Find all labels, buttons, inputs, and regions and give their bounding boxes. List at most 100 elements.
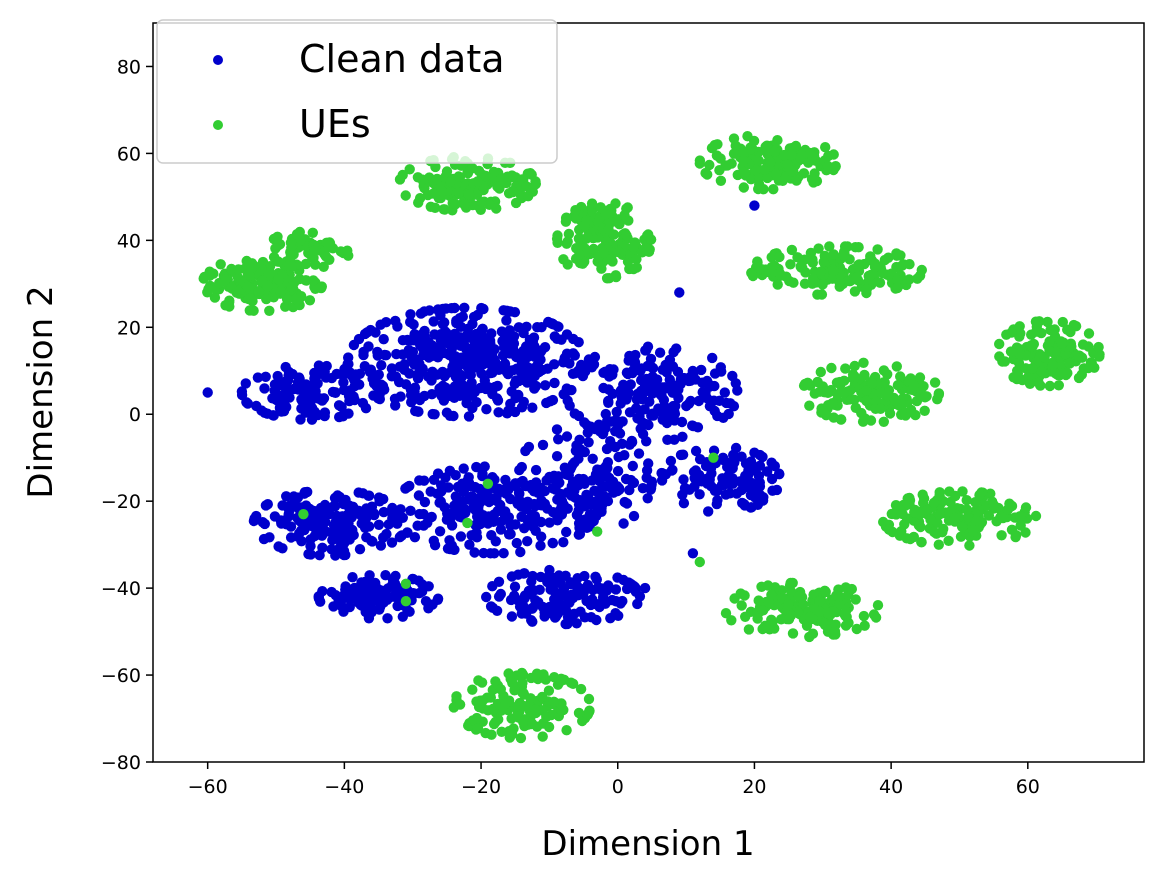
clean-data-point bbox=[510, 478, 521, 489]
ues-point bbox=[244, 293, 256, 304]
clean-data-point bbox=[350, 369, 361, 380]
ues-point bbox=[859, 620, 870, 631]
ues-point bbox=[582, 231, 593, 243]
ues-point bbox=[909, 506, 920, 518]
ues-point bbox=[846, 583, 857, 595]
clean-data-point bbox=[454, 313, 465, 324]
clean-data-point bbox=[548, 578, 560, 589]
clean-data-point bbox=[342, 509, 354, 520]
clean-data-point bbox=[553, 434, 564, 445]
ues-point bbox=[1076, 369, 1088, 380]
clean-data-point bbox=[374, 389, 385, 400]
ues-point bbox=[730, 140, 741, 151]
ues-point bbox=[820, 586, 831, 598]
ues-point bbox=[642, 244, 653, 255]
ues-point bbox=[840, 363, 851, 374]
ues-point bbox=[445, 176, 456, 187]
ues-point bbox=[788, 277, 799, 288]
ues-point bbox=[286, 281, 297, 292]
clean-data-point bbox=[709, 483, 721, 495]
clean-data-point bbox=[471, 397, 482, 408]
clean-data-point bbox=[573, 453, 584, 464]
clean-data-point bbox=[387, 509, 398, 520]
legend-marker-clean-data bbox=[213, 55, 223, 65]
clean-data-point bbox=[371, 380, 382, 392]
clean-data-point bbox=[378, 506, 389, 518]
clean-data-point bbox=[434, 526, 446, 537]
ues-point bbox=[908, 380, 920, 391]
ues-point bbox=[530, 179, 541, 190]
ues-point bbox=[1020, 502, 1032, 513]
clean-data-point bbox=[464, 352, 476, 364]
clean-data-point bbox=[409, 532, 421, 543]
clean-data-point bbox=[562, 618, 573, 630]
ues-point bbox=[233, 264, 244, 275]
clean-data-point bbox=[536, 345, 547, 356]
ues-point bbox=[1005, 346, 1017, 357]
clean-data-point bbox=[469, 335, 480, 347]
clean-data-point bbox=[386, 363, 398, 374]
clean-data-point bbox=[722, 473, 734, 485]
ues-point bbox=[285, 237, 297, 248]
ues-point bbox=[896, 260, 908, 271]
ues-point bbox=[762, 580, 774, 591]
plot-frame bbox=[152, 22, 1145, 763]
clean-data-point bbox=[654, 347, 666, 358]
clean-data-point bbox=[443, 509, 455, 520]
clean-data-point bbox=[529, 510, 541, 522]
ues-point bbox=[828, 249, 839, 260]
ues-point bbox=[451, 691, 462, 702]
ues-point bbox=[933, 539, 944, 550]
clean-data-point bbox=[491, 393, 503, 404]
ues-point bbox=[549, 672, 560, 683]
ues-point bbox=[275, 286, 287, 297]
ues-point bbox=[1044, 336, 1055, 347]
ues-point bbox=[621, 203, 632, 214]
ues-point bbox=[486, 729, 497, 740]
ues-point bbox=[830, 161, 841, 173]
clean-data-point bbox=[501, 315, 512, 326]
clean-data-point bbox=[631, 403, 642, 414]
clean-data-point bbox=[328, 601, 339, 612]
clean-data-point bbox=[539, 498, 550, 509]
clean-data-point bbox=[487, 367, 498, 378]
clean-data-point bbox=[361, 532, 372, 543]
clean-data-point bbox=[461, 344, 472, 355]
ues-point bbox=[623, 215, 634, 226]
clean-data-point bbox=[637, 394, 648, 405]
clean-data-point bbox=[504, 325, 515, 336]
ues-point bbox=[262, 281, 273, 292]
clean-data-point bbox=[330, 550, 341, 561]
clean-data-point bbox=[624, 484, 635, 496]
clean-data-point bbox=[700, 460, 712, 472]
ues-point bbox=[631, 254, 642, 265]
ues-point bbox=[565, 677, 577, 688]
clean-data-point bbox=[598, 428, 609, 439]
ues-point bbox=[768, 184, 779, 195]
ues-point bbox=[253, 286, 264, 298]
ues-point bbox=[872, 600, 884, 611]
clean-data-point bbox=[299, 488, 310, 499]
clean-data-point bbox=[729, 457, 740, 468]
clean-data-point bbox=[380, 350, 392, 361]
ues-point bbox=[497, 173, 509, 184]
clean-data-point bbox=[480, 511, 492, 523]
ues-point bbox=[592, 526, 603, 537]
x-tick-label: 40 bbox=[879, 776, 903, 798]
ues-point bbox=[738, 147, 749, 158]
ues-point bbox=[488, 166, 500, 178]
clean-data-point bbox=[575, 606, 586, 617]
clean-data-point bbox=[492, 380, 503, 392]
ues-point bbox=[828, 606, 839, 617]
clean-data-point bbox=[727, 370, 738, 382]
clean-data-point bbox=[478, 303, 489, 315]
clean-data-point bbox=[344, 395, 355, 407]
ues-point bbox=[1010, 530, 1022, 541]
ues-point bbox=[807, 254, 818, 265]
ues-point bbox=[806, 173, 818, 185]
ues-point bbox=[304, 295, 316, 306]
clean-data-point bbox=[602, 457, 614, 468]
legend-marker-ues bbox=[213, 120, 223, 130]
ues-point bbox=[519, 701, 530, 712]
ues-point bbox=[842, 241, 853, 252]
